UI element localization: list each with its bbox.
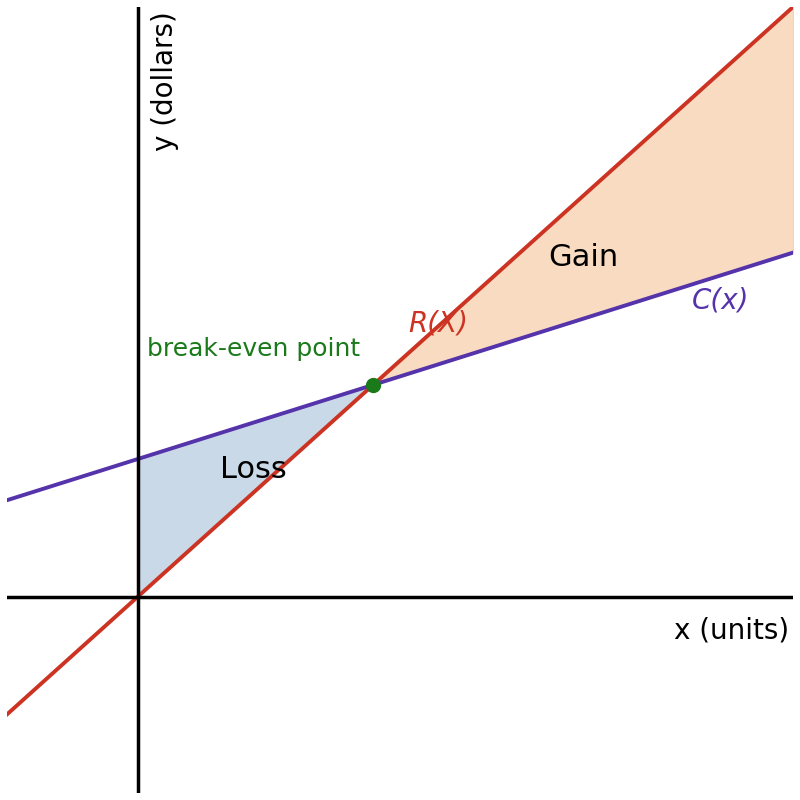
Text: R(X): R(X)	[408, 310, 468, 338]
Text: break-even point: break-even point	[147, 338, 360, 362]
Text: x (units): x (units)	[674, 616, 789, 644]
Text: Loss: Loss	[220, 455, 287, 484]
Text: y (dollars): y (dollars)	[151, 11, 179, 150]
Text: C(x): C(x)	[692, 286, 750, 314]
Text: Gain: Gain	[548, 243, 618, 272]
